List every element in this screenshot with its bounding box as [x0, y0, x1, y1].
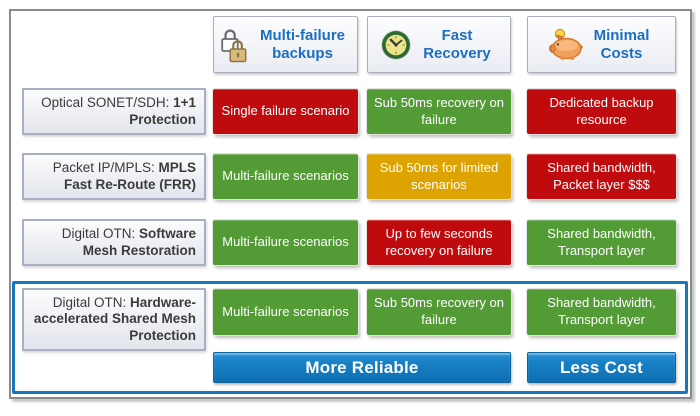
header-cell-minimal-costs: Minimal Costs	[527, 16, 676, 73]
row-label-digital-otn-hardware: Digital OTN: Hardware-accelerated Shared…	[22, 288, 206, 351]
piggy-bank-icon	[547, 28, 583, 61]
highlight-row-border	[12, 281, 688, 394]
cell-text: Single failure scenario	[221, 103, 350, 119]
header-cell-multi-failure-backups: Multi-failure backups	[213, 16, 358, 73]
row-label-packet-ip-mpls: Packet IP/MPLS: MPLS Fast Re-Route (FRR)	[22, 153, 206, 200]
cell-text: Sub 50ms for limited scenarios	[379, 159, 499, 192]
cell-text: Multi-failure scenarios	[222, 303, 349, 319]
cell-text: Sub 50ms recovery on failure	[373, 94, 505, 127]
header-label: Fast Recovery	[423, 26, 491, 62]
row-label-text: Optical SONET/SDH: 1+1 Protection	[32, 95, 196, 128]
cell-text: Multi-failure scenarios	[222, 168, 349, 184]
padlock-icon	[219, 27, 249, 63]
matrix-cell: Sub 50ms for limited scenarios	[367, 154, 511, 199]
matrix-cell: Sub 50ms recovery on failure	[367, 289, 511, 335]
matrix-cell: Multi-failure scenarios	[213, 289, 358, 335]
less-cost-banner: Less Cost	[527, 352, 676, 383]
cell-text: Multi-failure scenarios	[222, 234, 349, 250]
cell-text: Shared bandwidth, Transport layer	[547, 295, 656, 327]
matrix-cell: Dedicated backup resource	[527, 89, 676, 134]
row-label-prefix: Digital OTN:	[61, 226, 139, 242]
row-label-bold: Hardware-accelerated Shared Mesh Protect…	[33, 294, 196, 343]
header-cell-fast-recovery: Fast Recovery	[367, 16, 511, 73]
matrix-cell: Single failure scenario	[213, 89, 358, 134]
more-reliable-banner: More Reliable	[213, 352, 511, 383]
cell-text: Sub 50ms recovery on failure	[373, 295, 505, 327]
header-label: Multi-failure backups	[260, 26, 345, 62]
row-label-text: Digital OTN: Hardware-accelerated Shared…	[32, 295, 196, 344]
cell-text: Shared bandwidth, Packet layer $$$	[547, 159, 656, 192]
matrix-cell: Shared bandwidth, Transport layer	[527, 220, 676, 265]
row-label-bold: Software Mesh Restoration	[82, 226, 196, 258]
row-label-bold: MPLS Fast Re-Route (FRR)	[64, 160, 196, 192]
less-cost-label: Less Cost	[559, 357, 644, 377]
matrix-cell: Sub 50ms recovery on failure	[367, 89, 511, 134]
row-label-prefix: Digital OTN:	[52, 294, 130, 310]
cell-text: Dedicated backup resource	[549, 94, 654, 127]
matrix-cell: Shared bandwidth, Packet layer $$$	[527, 154, 676, 199]
matrix-cell: Up to few seconds recovery on failure	[367, 220, 511, 265]
row-label-prefix: Optical SONET/SDH:	[41, 95, 174, 111]
row-label-bold: 1+1 Protection	[129, 95, 196, 127]
row-label-prefix: Packet IP/MPLS:	[52, 160, 159, 176]
cell-text: Shared bandwidth, Transport layer	[547, 225, 656, 258]
cell-text: Up to few seconds recovery on failure	[385, 225, 493, 258]
more-reliable-label: More Reliable	[305, 357, 419, 377]
matrix-cell: Multi-failure scenarios	[213, 154, 358, 199]
matrix-cell: Shared bandwidth, Transport layer	[527, 289, 676, 335]
matrix-cell: Multi-failure scenarios	[213, 220, 358, 265]
row-label-text: Packet IP/MPLS: MPLS Fast Re-Route (FRR)	[32, 160, 196, 193]
clock-icon	[380, 29, 412, 61]
row-label-digital-otn-software: Digital OTN: Software Mesh Restoration	[22, 219, 206, 266]
row-label-optical-sonet-sdh: Optical SONET/SDH: 1+1 Protection	[22, 88, 206, 135]
row-label-text: Digital OTN: Software Mesh Restoration	[32, 226, 196, 259]
header-label: Minimal Costs	[593, 26, 650, 62]
